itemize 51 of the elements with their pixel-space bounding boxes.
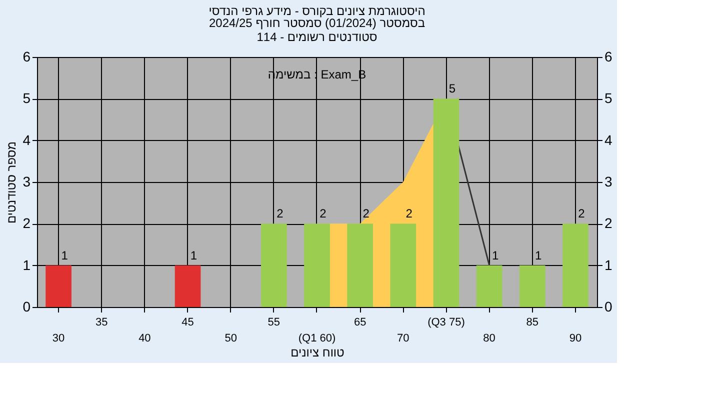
y-tick-label: 3 [22,174,31,190]
x-tick-label: 55 [268,316,280,328]
x-tick-label: 85 [526,316,539,328]
y2-tick-label: 3 [604,174,612,190]
data-label: 2 [320,206,327,221]
y2-tick-label: 5 [604,90,612,106]
y2-tick-label: 6 [604,48,612,64]
bar [304,224,330,307]
x-tick-label: (Q1 60) [298,332,336,344]
x-tick-label: (Q3 75) [428,316,465,328]
x-axis-title: טווח ציונים [290,346,345,360]
data-label: 2 [578,206,586,221]
chart-title: היסטוגרמת ציונים בקורס - מידע גרפי הנדסי [208,4,426,18]
x-tick-label: 65 [354,316,366,328]
data-label: 2 [276,206,284,221]
bar [46,265,72,307]
bar [174,265,201,307]
x-tick-label: 40 [138,332,151,344]
data-label: 5 [448,82,456,96]
x-tick-label: 80 [483,332,496,344]
y-tick-label: 1 [22,256,31,273]
x-tick-label: 90 [569,332,582,344]
x-tick-label: 70 [397,332,410,344]
x-tick-label: 50 [224,332,237,344]
data-label: 1 [492,248,499,262]
y-tick-label: 0 [22,298,31,314]
data-label: 1 [61,248,68,262]
y2-tick-label: 4 [604,132,612,148]
y-tick-label: 4 [22,132,31,148]
y2-tick-label: 1 [604,256,612,273]
chart-subtitle: בסמסטר (01/2024) סמסטר חורף 2024/25 סטודנטים רשומים - 114 [208,16,426,44]
data-label: 1 [190,248,198,262]
bar [347,224,373,307]
y-tick-label: 6 [22,48,31,64]
y2-tick-label: 2 [604,215,612,232]
y-tick-label: 2 [22,215,31,232]
data-label: 1 [535,248,542,262]
y-axis-title: מספר סטודנטים [4,141,19,224]
bar [390,224,416,307]
x-tick-label: 45 [182,316,194,328]
bar [562,224,588,307]
bar [261,224,287,307]
bar [433,98,460,307]
x-tick-label: 30 [52,332,65,344]
y2-tick-label: 0 [604,298,612,314]
bar [476,265,502,307]
bar [519,265,546,307]
y-tick-label: 5 [22,90,31,106]
data-label: 2 [406,206,413,221]
data-label: 2 [362,206,370,221]
x-tick-label: 35 [95,316,108,328]
